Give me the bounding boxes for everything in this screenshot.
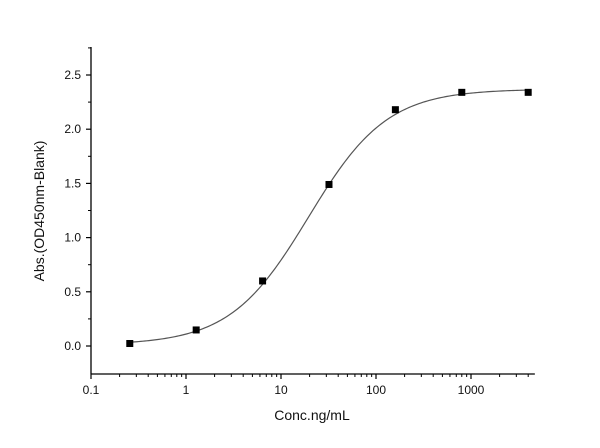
y-tick-label: 0.5 xyxy=(64,285,81,299)
y-axis-title: Abs.(OD450nm-Blank) xyxy=(31,141,47,282)
x-axis-title: Conc.ng/mL xyxy=(274,407,350,423)
y-tick-label: 1.5 xyxy=(64,176,81,190)
y-tick-label: 1.0 xyxy=(64,231,81,245)
data-point-marker xyxy=(325,180,333,188)
y-tick-label: 0.0 xyxy=(64,339,81,353)
x-tick-label: 100 xyxy=(366,383,386,397)
y-tick-label: 2.5 xyxy=(64,68,81,82)
y-tick-label: 2.0 xyxy=(64,122,81,136)
data-point-marker xyxy=(259,277,267,285)
data-point-marker xyxy=(192,326,200,334)
data-point-marker xyxy=(524,88,532,96)
fit-curve xyxy=(128,89,530,343)
x-tick-label: 1000 xyxy=(458,383,485,397)
x-tick-label: 10 xyxy=(274,383,288,397)
data-point-marker xyxy=(126,340,134,348)
data-point-marker xyxy=(391,106,399,114)
x-tick-label: 0.1 xyxy=(83,383,100,397)
y-axis: 0.0 0.5 1.0 1.5 2.0 2.5 xyxy=(64,47,92,374)
x-tick-label: 1 xyxy=(183,383,190,397)
x-axis: 0.1 1 10 100 1000 xyxy=(83,373,535,397)
data-points xyxy=(126,88,532,348)
data-point-marker xyxy=(458,88,466,96)
